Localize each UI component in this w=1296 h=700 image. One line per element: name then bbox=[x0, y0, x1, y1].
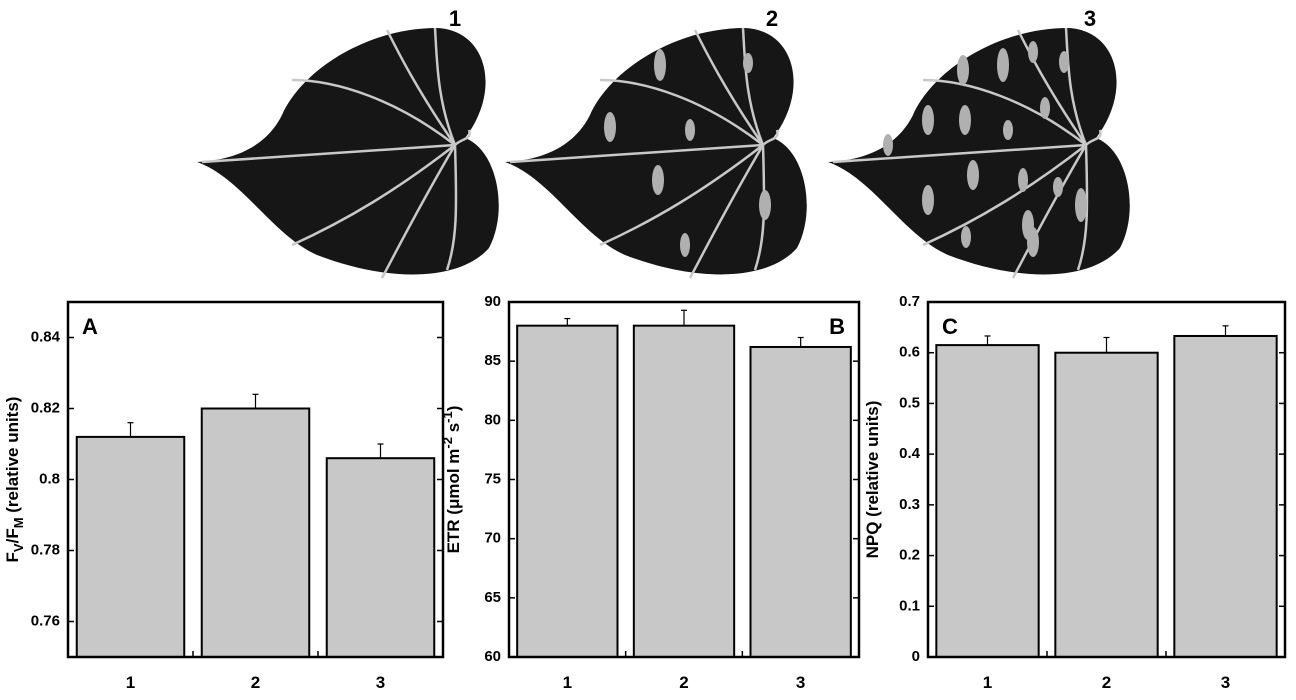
y-axis-label-part: F bbox=[3, 552, 22, 562]
x-tick-label: 1 bbox=[983, 673, 992, 692]
y-tick-label: 75 bbox=[484, 470, 501, 487]
y-tick-label: 65 bbox=[484, 589, 501, 606]
bar bbox=[632, 324, 736, 658]
y-tick-label: 0.76 bbox=[31, 612, 60, 629]
y-axis-label-part: -1 bbox=[440, 411, 455, 423]
bar bbox=[200, 407, 311, 658]
leaf-3 bbox=[828, 26, 1130, 280]
panel-label: C bbox=[942, 314, 958, 339]
x-tick-label: 2 bbox=[1102, 673, 1111, 692]
bar bbox=[325, 457, 436, 659]
y-tick-label: 0.8 bbox=[39, 470, 60, 487]
y-tick-label: 70 bbox=[484, 530, 501, 547]
y-axis-label: FV/FM (relative units) bbox=[3, 397, 26, 563]
x-tick-label: 2 bbox=[251, 673, 260, 692]
y-axis-label-part: NPQ (relative units) bbox=[863, 401, 882, 559]
bar bbox=[75, 435, 186, 658]
leaf-label: 3 bbox=[1084, 6, 1096, 31]
y-tick-label: 85 bbox=[484, 352, 501, 369]
panel-label: A bbox=[82, 314, 98, 339]
y-tick-label: 90 bbox=[484, 293, 501, 310]
leaf-label: 1 bbox=[449, 6, 461, 31]
y-tick-label: 0 bbox=[912, 648, 920, 665]
plot-frame bbox=[507, 300, 861, 659]
x-tick-label: 3 bbox=[796, 673, 805, 692]
y-tick-label: 0.3 bbox=[899, 496, 920, 513]
y-tick-label: 0.5 bbox=[899, 394, 920, 411]
y-tick-label: 0.1 bbox=[899, 597, 920, 614]
y-tick-label: 0.78 bbox=[31, 541, 60, 558]
leaf-label: 2 bbox=[766, 6, 778, 31]
leaf-1 bbox=[197, 26, 499, 280]
y-tick-label: 0.6 bbox=[899, 344, 920, 361]
y-axis-label: NPQ (relative units) bbox=[863, 401, 882, 559]
panel-label: B bbox=[829, 314, 845, 339]
y-tick-label: 80 bbox=[484, 411, 501, 428]
y-axis-label-part: s bbox=[444, 423, 463, 437]
y-tick-label: 0.2 bbox=[899, 547, 920, 564]
bar bbox=[935, 344, 1040, 658]
y-tick-label: 0.4 bbox=[899, 445, 921, 462]
x-tick-label: 1 bbox=[563, 673, 572, 692]
y-axis-label: ETR (μmol m-2 s-1) bbox=[440, 406, 463, 554]
y-axis-label-part: (relative units) bbox=[3, 397, 22, 518]
y-axis-label-part: ) bbox=[444, 406, 463, 412]
plot-frame bbox=[66, 300, 445, 659]
leaf-2 bbox=[505, 26, 807, 280]
y-tick-label: 0.7 bbox=[899, 293, 920, 310]
x-tick-label: 1 bbox=[126, 673, 135, 692]
x-tick-label: 3 bbox=[376, 673, 385, 692]
bar bbox=[1173, 334, 1278, 658]
y-axis-label-part: -2 bbox=[440, 437, 455, 449]
y-axis-label-part: ETR (μmol m bbox=[444, 449, 463, 554]
y-axis-label-part: M bbox=[11, 517, 26, 528]
y-tick-label: 60 bbox=[484, 648, 501, 665]
y-axis-label-part: V bbox=[11, 543, 26, 552]
bar bbox=[1054, 351, 1159, 658]
x-tick-label: 2 bbox=[679, 673, 688, 692]
bar bbox=[516, 324, 619, 658]
y-tick-label: 0.82 bbox=[31, 399, 60, 416]
y-axis-label-part: /F bbox=[3, 528, 22, 543]
x-tick-label: 3 bbox=[1221, 673, 1230, 692]
bar bbox=[749, 345, 852, 658]
plot-frame bbox=[926, 300, 1287, 659]
y-tick-label: 0.84 bbox=[31, 328, 61, 345]
